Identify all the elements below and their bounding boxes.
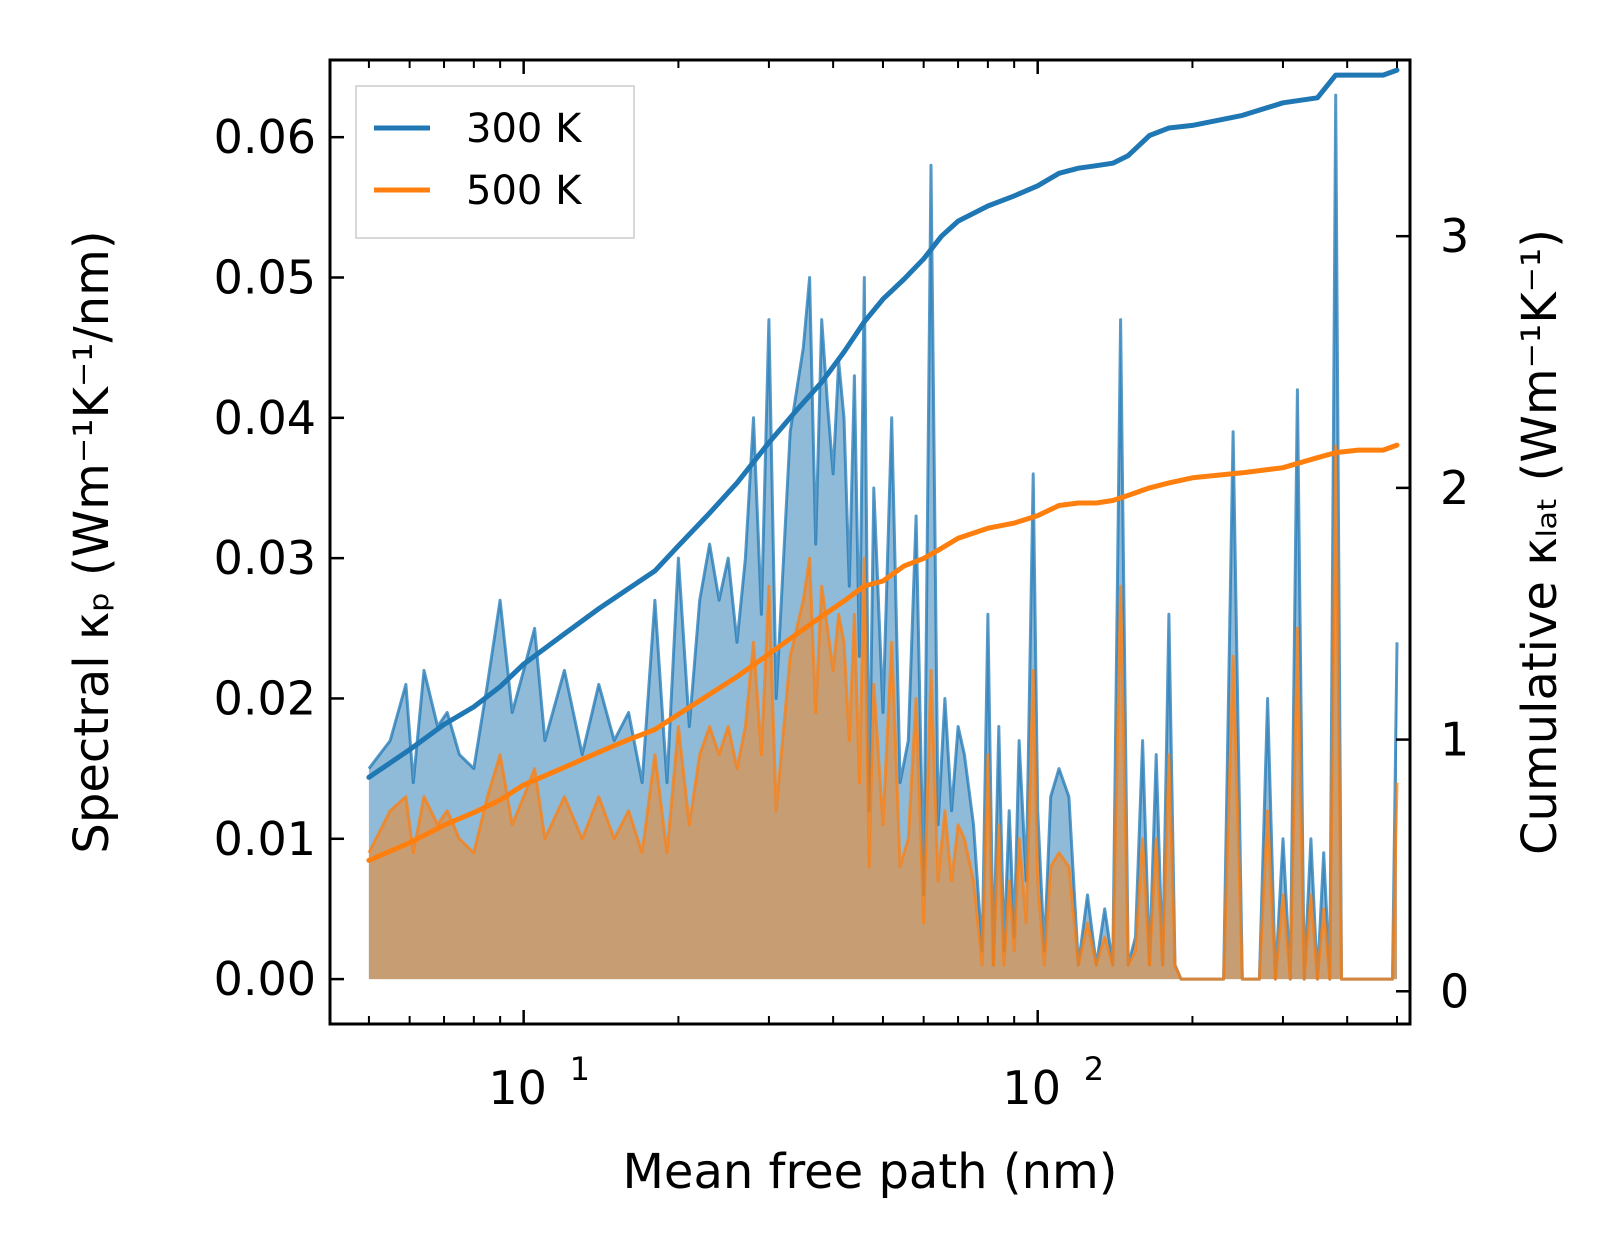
x-tick-label-exponent: 2 bbox=[1084, 1050, 1104, 1088]
right-tick-label: 0 bbox=[1440, 964, 1469, 1018]
right-tick-label: 2 bbox=[1440, 461, 1469, 515]
left-tick-label: 0.03 bbox=[214, 531, 316, 585]
legend-label-500k: 500 K bbox=[466, 168, 583, 214]
spectral-line-500k bbox=[367, 444, 1399, 981]
left-tick-label: 0.01 bbox=[214, 812, 316, 866]
left-tick-label: 0.06 bbox=[214, 110, 316, 164]
legend: 300 K 500 K bbox=[355, 85, 635, 239]
cumulative-lines bbox=[366, 67, 1400, 863]
legend-frame bbox=[355, 85, 635, 239]
right-tick-label: 1 bbox=[1440, 713, 1469, 767]
x-axis-label: Mean free path (nm) bbox=[623, 1144, 1118, 1200]
cumulative-line-300k bbox=[366, 67, 1400, 780]
left-tick-label: 0.05 bbox=[214, 250, 316, 304]
right-tick-label: 3 bbox=[1440, 209, 1469, 263]
cumulative-line-500k bbox=[366, 442, 1400, 863]
left-tick-label: 0.02 bbox=[214, 671, 316, 725]
spectral-fill-500k bbox=[368, 445, 1397, 980]
left-tick-label: 0.04 bbox=[214, 391, 316, 445]
plot-frame bbox=[328, 58, 1412, 1026]
left-axis-label: Spectral κₚ (Wm⁻¹K⁻¹/nm) bbox=[64, 230, 120, 853]
x-tick-label-exponent: 1 bbox=[570, 1050, 590, 1088]
right-axis-label: Cumulative κₗₐₜ (Wm⁻¹K⁻¹) bbox=[1512, 229, 1568, 855]
spectral-fill-300k bbox=[368, 95, 1397, 980]
legend-label-300k: 300 K bbox=[466, 106, 583, 152]
x-tick-label: 10 bbox=[488, 1061, 547, 1115]
x-tick-label: 10 bbox=[1002, 1061, 1061, 1115]
axes: 0.00 0.01 0.02 0.03 0.04 0.05 0.06 0 1 2 3 10 1 10 2 bbox=[214, 60, 1469, 1115]
left-tick-label: 0.00 bbox=[214, 952, 316, 1006]
